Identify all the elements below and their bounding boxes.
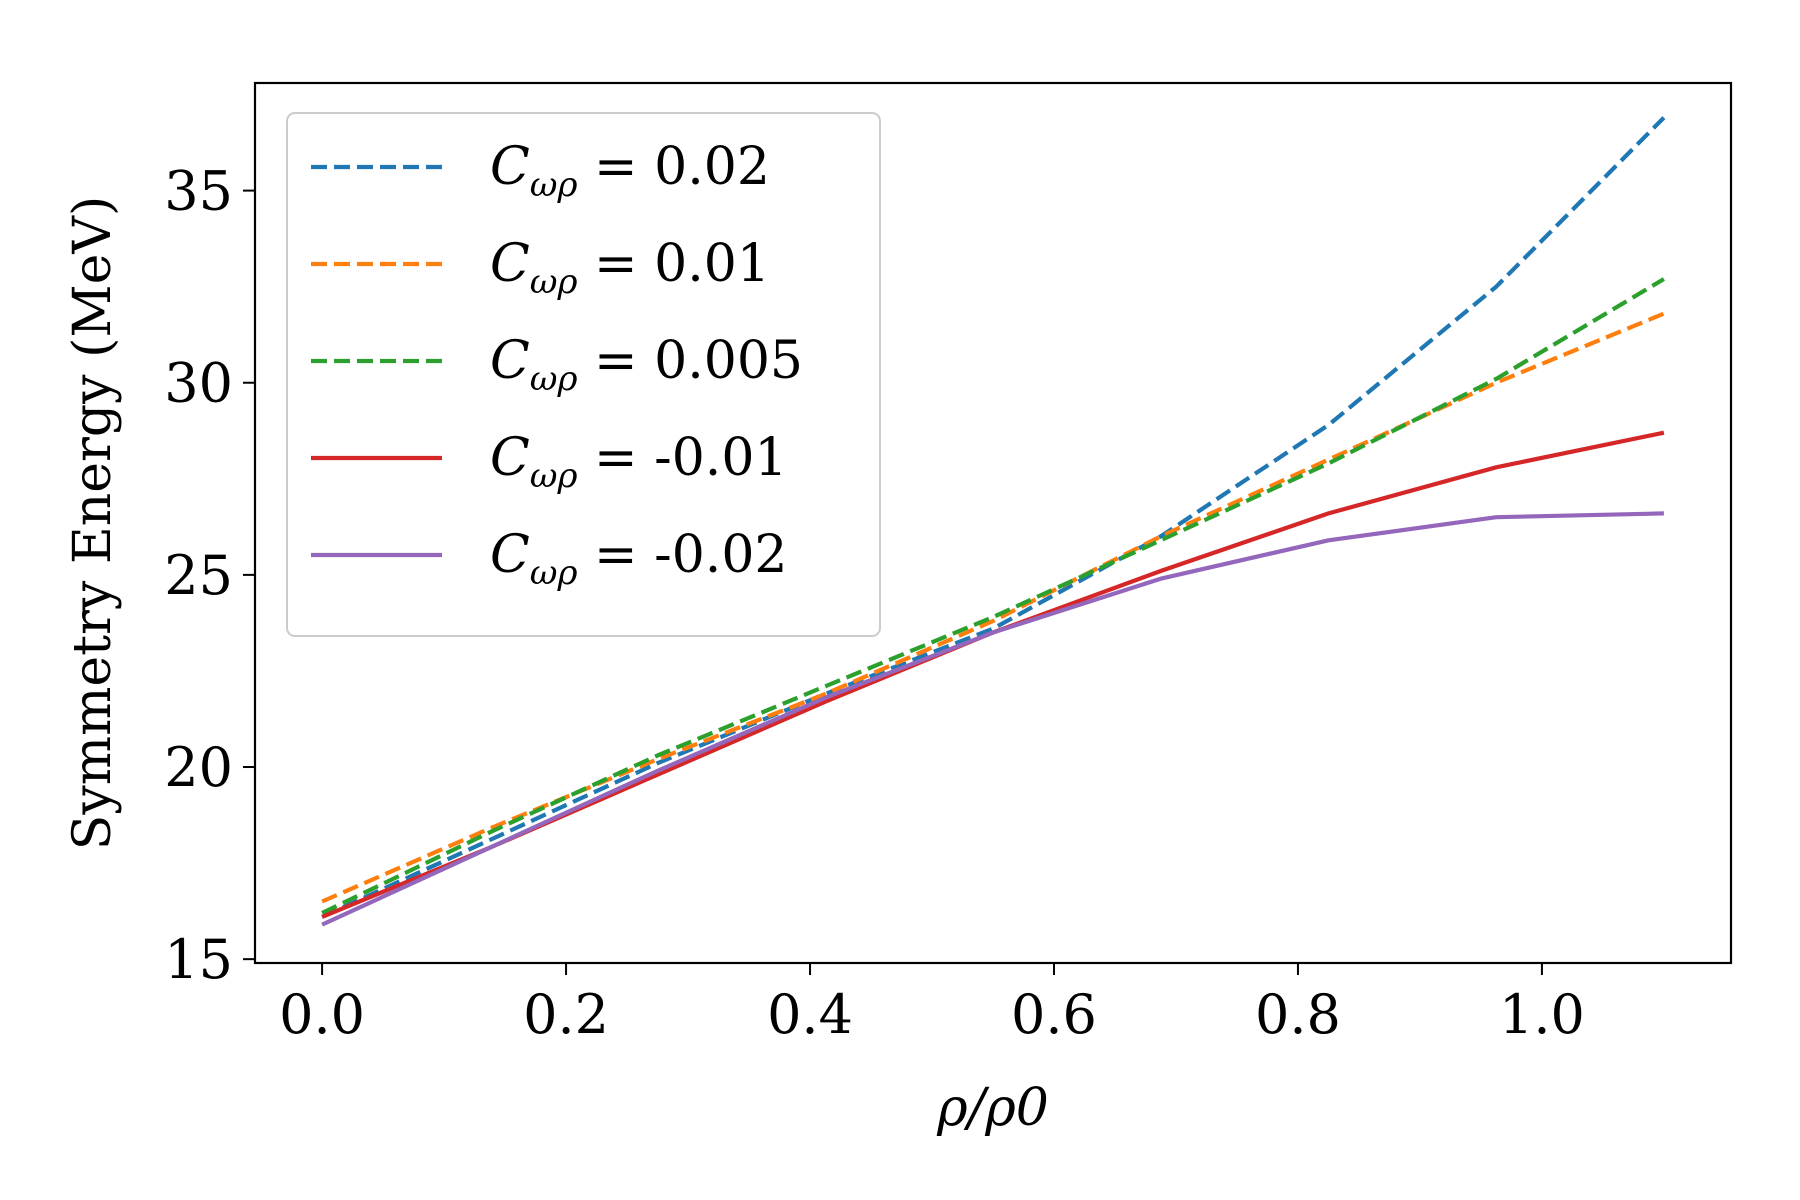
series-line-3 xyxy=(321,277,1665,915)
y-axis: 15 20 25 30 35 xyxy=(164,160,255,991)
legend-entry-1: Cωρ = 0.02 xyxy=(490,137,770,205)
x-tick-label: 0.4 xyxy=(767,983,853,1046)
x-tick-label: 0.0 xyxy=(279,983,365,1046)
legend-entry-5: Cωρ = -0.02 xyxy=(490,525,788,593)
y-axis-label: Symmetry Energy (MeV) xyxy=(63,196,123,850)
x-axis-label: ρ/ρ0 xyxy=(936,1078,1049,1138)
x-tick-label: 0.2 xyxy=(523,983,609,1046)
y-tick-label: 30 xyxy=(164,352,233,415)
legend-entry-4: Cωρ = -0.01 xyxy=(490,428,788,496)
series-line-5 xyxy=(321,511,1664,927)
x-tick-label: 0.6 xyxy=(1011,983,1097,1046)
legend-entry-3: Cωρ = 0.005 xyxy=(490,331,803,399)
series-lines xyxy=(321,116,1666,927)
series-line-1 xyxy=(321,116,1666,919)
x-tick-label: 0.8 xyxy=(1255,983,1341,1046)
x-tick-label: 1.0 xyxy=(1499,983,1585,1046)
legend-box xyxy=(286,112,881,637)
y-tick-label: 35 xyxy=(164,160,233,223)
y-tick-label: 25 xyxy=(164,544,233,607)
y-tick-label: 15 xyxy=(164,928,233,991)
y-tick-label: 20 xyxy=(164,736,233,799)
plot-frame xyxy=(253,81,1733,965)
legend-entry-2: Cωρ = 0.01 xyxy=(490,234,770,302)
legend: Cωρ = 0.02 Cωρ = 0.01 Cωρ = 0.005 Cωρ = -0.… xyxy=(286,112,881,637)
x-axis: 0.0 0.2 0.4 0.6 0.8 1.0 xyxy=(279,963,1585,1046)
